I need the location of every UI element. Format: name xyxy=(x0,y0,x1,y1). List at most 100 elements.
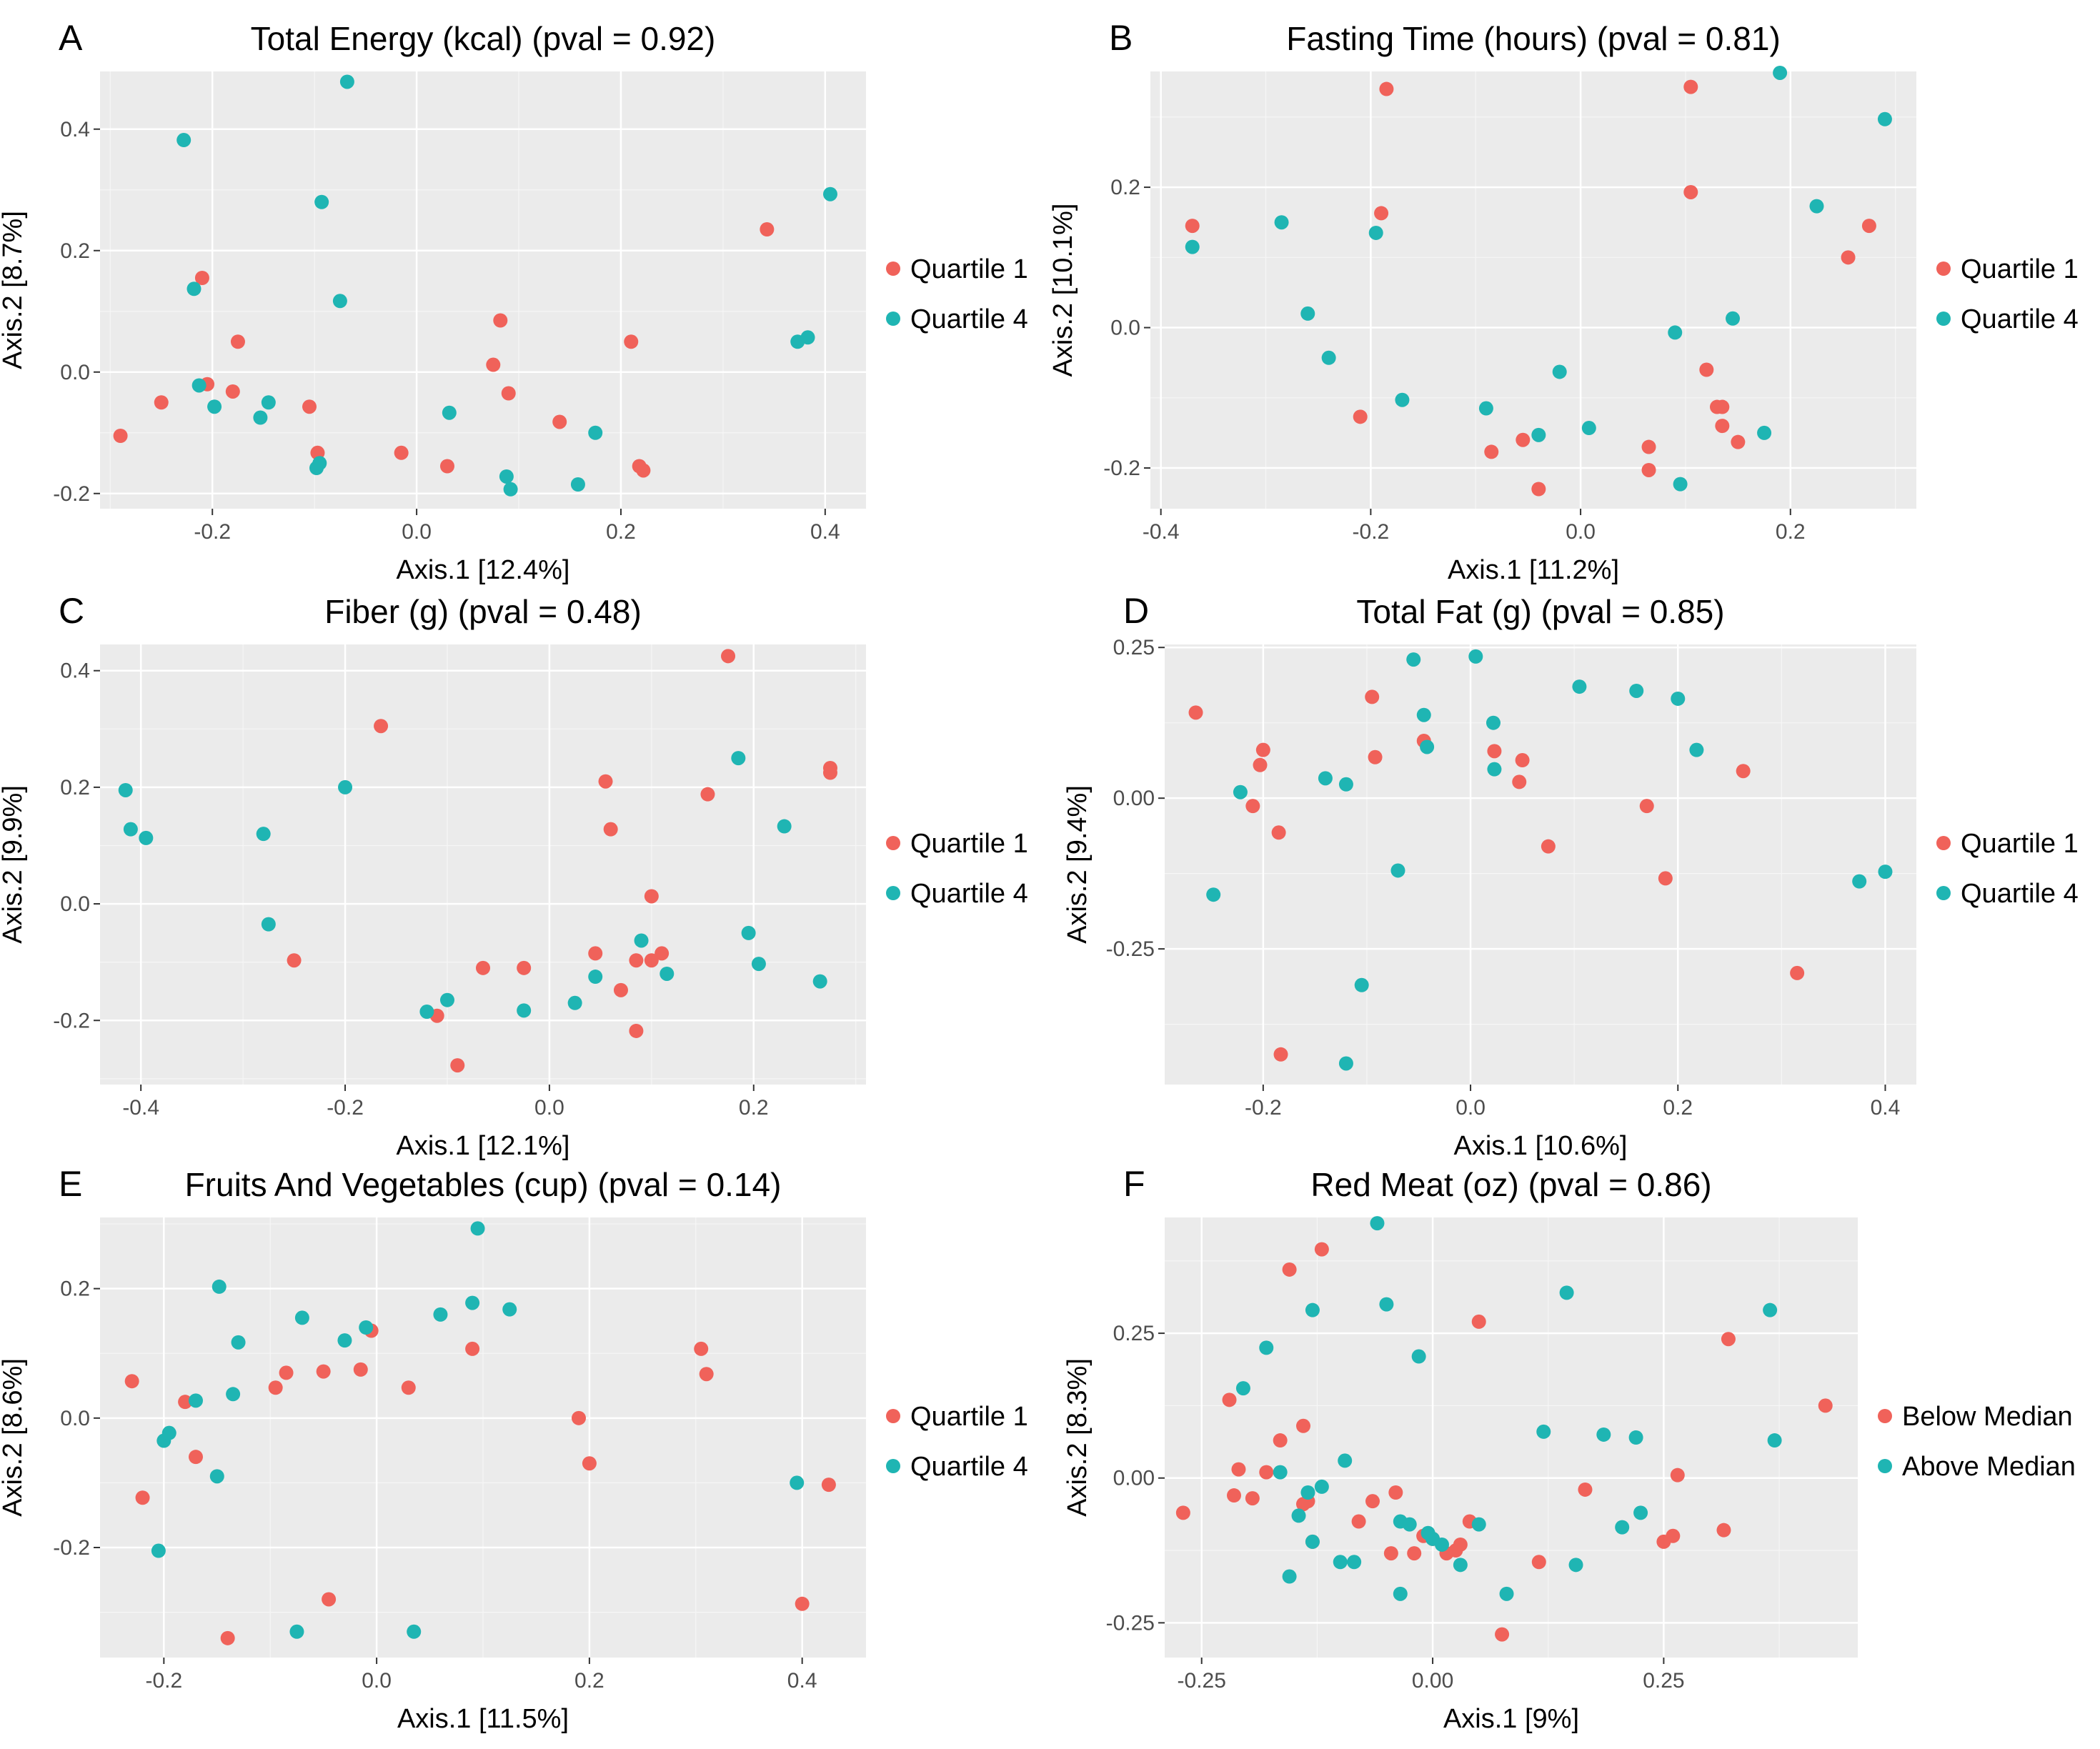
panel-f-point-group1 xyxy=(1666,1528,1681,1543)
panel-c-point-group2 xyxy=(777,819,792,834)
panel-f-point-group2 xyxy=(1393,1586,1408,1601)
panel-e-point-group1 xyxy=(582,1456,597,1471)
panel-d-letter: D xyxy=(1123,591,1149,631)
panel-e-legend-label-group2: Quartile 4 xyxy=(910,1452,1028,1482)
panel-f-point-group1 xyxy=(1670,1468,1685,1483)
panel-e-point-group1 xyxy=(220,1630,235,1645)
panel-f-point-group1 xyxy=(1383,1546,1398,1561)
panel-c-point-group2 xyxy=(118,782,133,797)
panel-b-letter: B xyxy=(1109,18,1133,58)
panel-b-title: Fasting Time (hours) (pval = 0.81) xyxy=(1286,20,1781,57)
panel-f-x-axis-label: Axis.1 [9%] xyxy=(1443,1704,1579,1734)
panel-b-point-group2 xyxy=(1531,427,1546,442)
panel-f-point-group2 xyxy=(1615,1520,1630,1535)
panel-d-point-group1 xyxy=(1368,749,1383,764)
panel-c-x-tick-label: 0.0 xyxy=(534,1096,564,1120)
panel-c-y-tick-label: 0.2 xyxy=(60,776,90,799)
panel-d-point-group2 xyxy=(1420,739,1435,754)
panel-c-point-group2 xyxy=(338,779,353,794)
panel-e-point-group1 xyxy=(694,1341,709,1356)
panel-e-point-group1 xyxy=(322,1592,337,1607)
panel-b-point-group2 xyxy=(1321,350,1336,365)
panel-c-point-group1 xyxy=(476,960,490,975)
panel-f-point-group1 xyxy=(1531,1555,1546,1570)
panel-e-point-group1 xyxy=(699,1367,714,1382)
panel-f-point-group1 xyxy=(1227,1488,1241,1503)
panel-b-x-tick-label: -0.4 xyxy=(1143,520,1180,544)
panel-c-point-group2 xyxy=(419,1005,434,1020)
panel-c-point-group1 xyxy=(655,946,670,961)
panel-b-point-group2 xyxy=(1726,311,1741,326)
panel-f-point-group2 xyxy=(1338,1453,1353,1468)
panel-c-point-group1 xyxy=(629,1023,644,1038)
panel-d-y-tick-label: -0.25 xyxy=(1106,937,1155,961)
panel-d-point-group2 xyxy=(1390,863,1405,878)
panel-f-point-group1 xyxy=(1296,1418,1310,1433)
panel-b-point-group2 xyxy=(1552,364,1567,379)
panel-b-point-group2 xyxy=(1185,239,1200,254)
panel-a-point-group2 xyxy=(261,395,276,410)
panel-a-point-group2 xyxy=(442,405,457,420)
panel-e-x-tick-label: -0.2 xyxy=(145,1669,182,1693)
panel-b-point-group1 xyxy=(1484,444,1499,459)
panel-f-point-group1 xyxy=(1314,1242,1329,1257)
panel-c-point-group2 xyxy=(660,966,675,981)
panel-f-point-group2 xyxy=(1628,1430,1643,1445)
panel-a-point-group1 xyxy=(760,222,775,236)
panel-a-point-group1 xyxy=(624,334,639,349)
panel-d-point-group1 xyxy=(1253,757,1268,772)
panel-c-point-group2 xyxy=(123,822,138,837)
panel-f-point-group1 xyxy=(1407,1546,1422,1561)
panel-f-legend-label-group1: Below Median xyxy=(1902,1402,2073,1432)
panel-f-point-group2 xyxy=(1259,1340,1274,1355)
panel-c-point-group2 xyxy=(741,925,756,940)
panel-d-title: Total Fat (g) (pval = 0.85) xyxy=(1356,593,1724,630)
panel-f-point-group2 xyxy=(1763,1302,1778,1317)
panel-f-point-group2 xyxy=(1300,1485,1315,1500)
panel-d-point-group2 xyxy=(1354,977,1369,992)
panel-b: -0.4 -0.2 0.0 0.2 -0.2 0.0 0.2 B Fasting Time (h… xyxy=(1048,18,2079,585)
panel-d-point-group1 xyxy=(1255,742,1270,757)
panel-b-x-tick-label: -0.2 xyxy=(1353,520,1390,544)
panel-c-point-group1 xyxy=(721,649,736,664)
panel-f-point-group1 xyxy=(1818,1398,1833,1413)
panel-b-point-group1 xyxy=(1641,439,1656,454)
panel-b-point-group1 xyxy=(1531,482,1546,497)
panel-c-point-group1 xyxy=(822,765,837,780)
panel-d-point-group2 xyxy=(1572,679,1587,694)
panel-c-point-group2 xyxy=(261,917,276,932)
panel-a-y-tick-label: 0.0 xyxy=(60,361,90,384)
panel-a-y-tick-label: 0.4 xyxy=(60,118,90,141)
panel-d-point-group2 xyxy=(1878,864,1893,880)
panel-a-x-tick-label: 0.4 xyxy=(810,520,840,544)
panel-f-point-group2 xyxy=(1282,1569,1297,1584)
panel-a-point-group2 xyxy=(503,482,518,497)
panel-e-point-group2 xyxy=(790,1475,805,1490)
panel-f-point-group2 xyxy=(1536,1424,1551,1439)
panel-e-point-group2 xyxy=(294,1310,309,1325)
panel-f-point-group2 xyxy=(1767,1433,1782,1448)
panel-a-point-group2 xyxy=(499,469,514,484)
panel-f-y-tick-label: -0.25 xyxy=(1106,1611,1155,1635)
panel-a-x-tick-label: -0.2 xyxy=(194,520,231,544)
panel-c-y-tick-label: -0.2 xyxy=(53,1009,90,1032)
panel-c-x-axis-label: Axis.1 [12.1%] xyxy=(397,1131,570,1161)
panel-b-point-group1 xyxy=(1683,184,1698,199)
panel-c-point-group2 xyxy=(731,751,746,766)
panel-a-point-group1 xyxy=(194,271,209,285)
panel-d-legend-key-group2 xyxy=(1936,886,1951,900)
panel-e-point-group2 xyxy=(502,1302,517,1317)
panel-a-legend-key-group2 xyxy=(886,312,900,326)
panel-f-point-group1 xyxy=(1273,1433,1288,1448)
panel-c-point-group1 xyxy=(700,787,715,802)
panel-e-point-group2 xyxy=(470,1221,485,1236)
panel-e-point-group2 xyxy=(433,1307,448,1322)
panel-e-x-tick-label: 0.2 xyxy=(574,1669,604,1693)
panel-f-point-group1 xyxy=(1245,1491,1260,1506)
panel-d-point-group1 xyxy=(1487,744,1502,759)
panel-a-point-group1 xyxy=(154,395,169,410)
panel-d-x-tick-label: 0.2 xyxy=(1663,1096,1693,1120)
panel-c-y-tick-label: 0.0 xyxy=(60,892,90,916)
panel-b-point-group1 xyxy=(1379,81,1394,96)
